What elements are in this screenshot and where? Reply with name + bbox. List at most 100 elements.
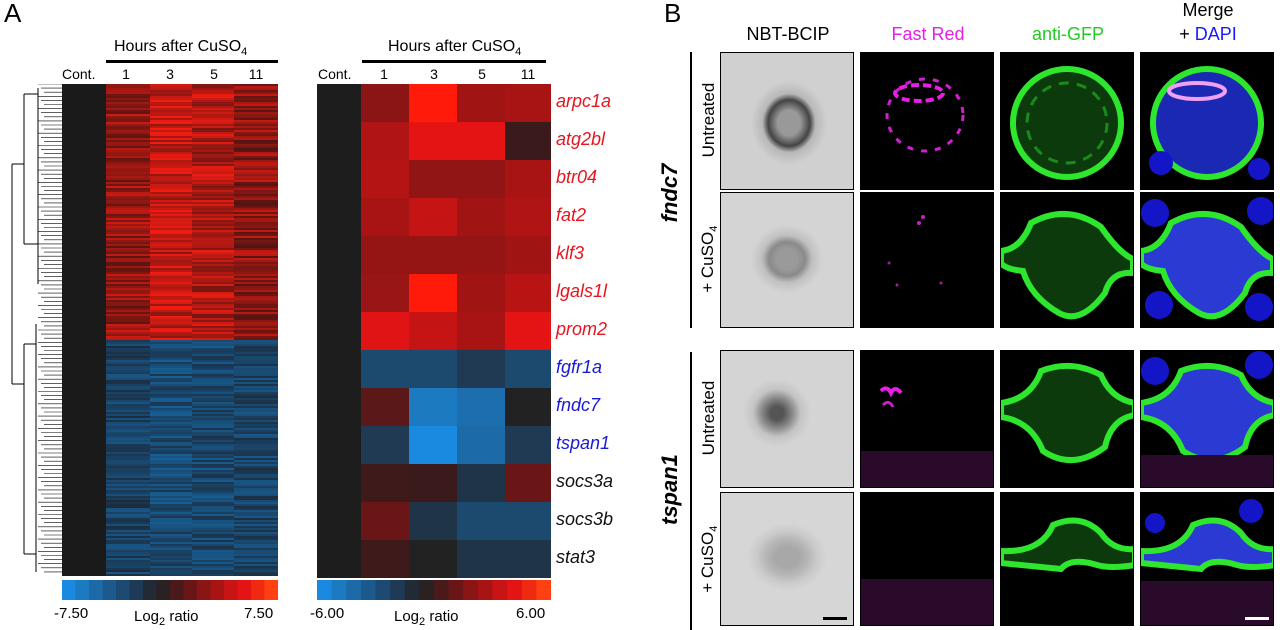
- left-heatmap-cell: [106, 438, 150, 441]
- left-heatmap-cell: [234, 302, 278, 305]
- left-heatmap-cell: [106, 368, 150, 371]
- left-heatmap-cell: [150, 478, 192, 481]
- heatmap-cell-atg2bl-4: [505, 122, 551, 161]
- left-heatmap-cell: [234, 476, 278, 479]
- left-heatmap-cell: [192, 200, 234, 203]
- left-heatmap-cell: [234, 514, 278, 517]
- left-heatmap-cell: [192, 482, 234, 485]
- left-heatmap-cell: [150, 424, 192, 427]
- left-heatmap-cell: [106, 240, 150, 243]
- left-heatmap-cell: [150, 224, 192, 227]
- left-heatmap-cell: [192, 270, 234, 273]
- left-heatmap-cell: [192, 424, 234, 427]
- left-heatmap-cell: [234, 480, 278, 483]
- left-heatmap-cell: [150, 448, 192, 451]
- left-heatmap-cell: [192, 452, 234, 455]
- left-heatmap-cell: [150, 472, 192, 475]
- left-heatmap-cell: [234, 496, 278, 499]
- left-heatmap-cell: [106, 158, 150, 161]
- left-heatmap-cell: [106, 398, 150, 401]
- left-heatmap-cell: [106, 200, 150, 203]
- left-heatmap-cell: [150, 226, 192, 229]
- row-label-fndc7-cuso4: + CuSO4: [697, 225, 721, 293]
- left-heatmap-cell: [150, 130, 192, 133]
- left-heatmap-cell: [192, 374, 234, 377]
- left-heatmap-cell: [150, 88, 192, 91]
- heatmap-cell-lgals1l-3: [457, 274, 505, 313]
- left-heatmap-cell: [150, 368, 192, 371]
- left-heatmap-cell: [150, 412, 192, 415]
- left-heatmap-cell: [150, 206, 192, 209]
- left-heatmap-cell: [106, 208, 150, 211]
- left-heatmap-cell: [234, 522, 278, 525]
- left-heatmap-cell: [150, 212, 192, 215]
- heatmap-cell-atg2bl-0: [317, 122, 361, 161]
- colorbar-swatch: [536, 580, 551, 600]
- row-label-tspan1-cuso4: + CuSO4: [697, 525, 721, 593]
- left-heatmap-cell: [192, 222, 234, 225]
- left-heatmap-cell: [234, 512, 278, 515]
- heatmap-cell-atg2bl-2: [409, 122, 457, 161]
- fndc7-bracket-line: [690, 52, 692, 328]
- left-heatmap-cell: [234, 484, 278, 487]
- heatmap-cell-tspan1-2: [409, 426, 457, 465]
- left-heatmap-cell: [106, 144, 150, 147]
- left-heatmap-cell: [192, 98, 234, 101]
- left-heatmap-cell: [106, 550, 150, 553]
- left-heatmap-cell: [150, 450, 192, 453]
- left-heatmap-cell: [192, 410, 234, 413]
- left-heatmap-cell: [106, 482, 150, 485]
- left-heatmap-cell: [192, 510, 234, 513]
- heatmap-cell-tspan1-1: [361, 426, 409, 465]
- left-heatmap-cell: [106, 416, 150, 419]
- heatmap-cell-arpc1a-0: [317, 84, 361, 123]
- colorbar-swatch: [224, 580, 238, 600]
- left-heatmap-cell: [234, 370, 278, 373]
- left-heatmap-cell: [106, 494, 150, 497]
- left-heatmap-cell: [106, 532, 150, 535]
- left-heatmap-cell: [192, 124, 234, 127]
- micrograph-tspan1-cuso4-merge: [1140, 492, 1274, 626]
- left-heatmap-cell: [192, 136, 234, 139]
- left-heatmap-cell: [234, 368, 278, 371]
- colorbar-swatch: [360, 580, 376, 600]
- heatmap-cell-arpc1a-2: [409, 84, 457, 123]
- heatmap-cell-socs3b-2: [409, 502, 457, 541]
- left-heatmap-cell: [106, 540, 150, 543]
- left-heatmap-cell: [106, 342, 150, 345]
- left-heatmap-cell: [192, 184, 234, 187]
- left-heatmap-cell: [106, 534, 150, 537]
- left-heatmap-cell: [150, 358, 192, 361]
- left-heatmap-cell: [234, 292, 278, 295]
- left-heatmap-cell: [106, 440, 150, 443]
- left-heatmap-cell: [150, 246, 192, 249]
- left-heatmap-cell: [150, 512, 192, 515]
- left-heatmap-cell: [234, 566, 278, 569]
- left-heatmap-cell: [192, 460, 234, 463]
- left-heatmap-cell: [106, 536, 150, 539]
- left-heatmap-cell: [150, 352, 192, 355]
- left-heatmap-cell: [192, 488, 234, 491]
- left-heatmap-cell: [106, 214, 150, 217]
- left-heatmap-cell: [106, 228, 150, 231]
- left-heatmap-cell: [106, 552, 150, 555]
- left-heatmap-cell: [234, 428, 278, 431]
- left-heatmap-cell: [150, 378, 192, 381]
- micrograph-tspan1-cuso4-nbt: [720, 492, 854, 626]
- left-heatmap-cell: [192, 440, 234, 443]
- left-heatmap-cell: [234, 396, 278, 399]
- left-heatmap-cell: [150, 154, 192, 157]
- left-heatmap-cell: [106, 276, 150, 279]
- left-heatmap-cell: [192, 468, 234, 471]
- heatmap-cell-btr04-1: [361, 160, 409, 199]
- tspan1-bracket-line: [690, 352, 692, 630]
- left-heatmap-cell: [150, 516, 192, 519]
- left-heatmap-cell: [150, 100, 192, 103]
- left-heatmap-cell: [192, 570, 234, 573]
- left-heatmap-cell: [106, 106, 150, 109]
- left-heatmap-cell: [234, 568, 278, 571]
- left-heatmap-cell: [192, 152, 234, 155]
- left-heatmap-cell: [106, 412, 150, 415]
- left-heatmap-cell: [192, 204, 234, 207]
- left-heatmap-cell: [192, 220, 234, 223]
